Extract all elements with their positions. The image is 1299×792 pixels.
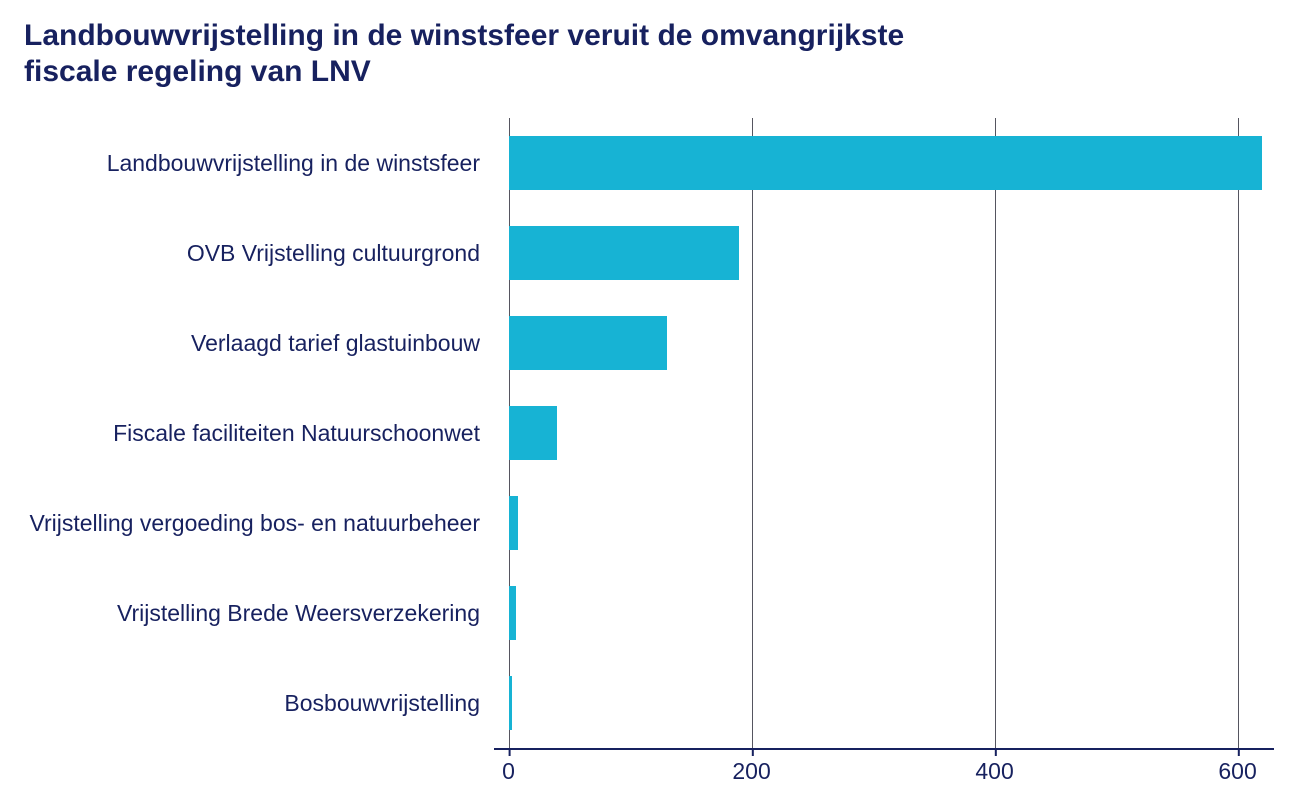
category-label: OVB Vrijstelling cultuurgrond <box>24 239 494 268</box>
tick-mark <box>995 748 997 756</box>
x-tick-label: 600 <box>1218 758 1256 785</box>
bar-cell <box>494 208 1274 298</box>
category-label: Bosbouwvrijstelling <box>24 689 494 718</box>
chart-title: Landbouwvrijstelling in de winstsfeer ve… <box>24 18 1275 90</box>
x-tick: 600 <box>1218 748 1256 785</box>
bar <box>509 226 740 280</box>
bar-row: Landbouwvrijstelling in de winstsfeer <box>24 118 1274 208</box>
plot-area: Landbouwvrijstelling in de winstsfeer OVB… <box>24 118 1274 792</box>
bar-cell <box>494 118 1274 208</box>
category-label: Vrijstelling Brede Weersverzekering <box>24 599 494 628</box>
bar-row: OVB Vrijstelling cultuurgrond <box>24 208 1274 298</box>
x-tick: 400 <box>975 748 1013 785</box>
category-label: Vrijstelling vergoeding bos- en natuurbe… <box>24 509 494 538</box>
bar <box>509 136 1262 190</box>
x-tick-label: 0 <box>502 758 515 785</box>
bar-row: Verlaagd tarief glastuinbouw <box>24 298 1274 388</box>
tick-mark <box>509 748 511 756</box>
bar-cell <box>494 478 1274 568</box>
category-label: Landbouwvrijstelling in de winstsfeer <box>24 149 494 178</box>
bar-cell <box>494 388 1274 478</box>
bar <box>509 316 667 370</box>
bar-row: Fiscale faciliteiten Natuurschoonwet <box>24 388 1274 478</box>
x-tick-label: 400 <box>975 758 1013 785</box>
chart: Landbouwvrijstelling in de winstsfeer OVB… <box>24 118 1275 792</box>
x-tick: 0 <box>502 748 515 785</box>
bar-row: Vrijstelling vergoeding bos- en natuurbe… <box>24 478 1274 568</box>
bar-row: Vrijstelling Brede Weersverzekering <box>24 568 1274 658</box>
bar-cell <box>494 298 1274 388</box>
bar-cell <box>494 568 1274 658</box>
category-label: Fiscale faciliteiten Natuurschoonwet <box>24 419 494 448</box>
x-tick-label: 200 <box>732 758 770 785</box>
tick-mark <box>1238 748 1240 756</box>
bar <box>509 496 519 550</box>
bar <box>509 586 516 640</box>
category-label: Verlaagd tarief glastuinbouw <box>24 329 494 358</box>
bar-row: Bosbouwvrijstelling <box>24 658 1274 748</box>
x-tick: 200 <box>732 748 770 785</box>
bar <box>509 676 513 730</box>
bar-cell <box>494 658 1274 748</box>
tick-mark <box>752 748 754 756</box>
x-ticks: 0 200 400 600 <box>494 748 1274 792</box>
bar <box>509 406 558 460</box>
